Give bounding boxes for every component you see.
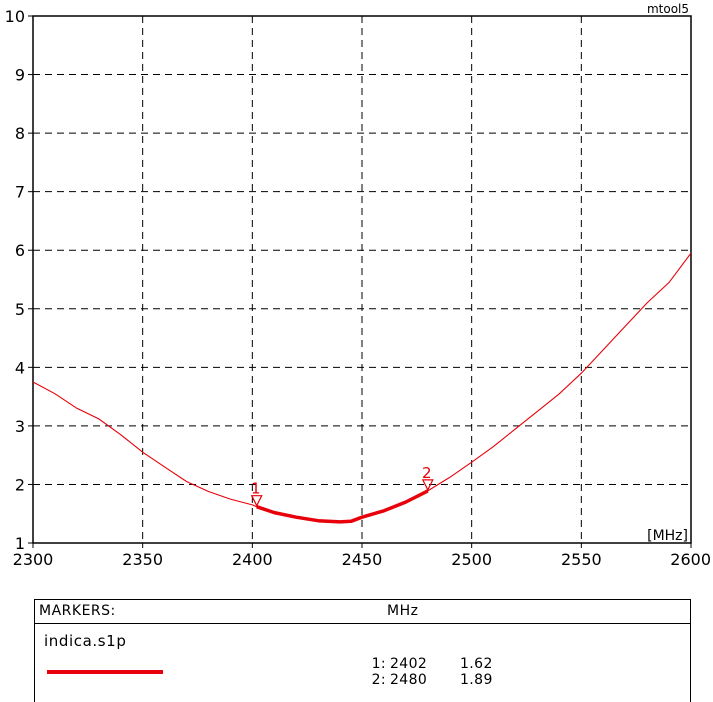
y-tick-label: 3 [15,417,25,436]
y-tick-label: 8 [15,124,25,143]
y-tick-label: 7 [15,183,25,202]
marker-group: 12 [250,464,434,508]
marker-row: 2: 2480 1.89 [363,672,500,688]
grid-lines [33,16,691,543]
x-tick-label: 2300 [13,550,54,569]
trace-legend-line [47,670,163,674]
x-tick-label: 2450 [342,550,383,569]
marker-readout: 1: 2402 1.62 2: 2480 1.89 [363,656,500,688]
markers-title: MARKERS: [39,603,116,619]
series-group [32,252,692,524]
series-highlight [256,489,429,524]
x-tick-labels: 2300 2350 2400 2450 2500 2550 2600 [13,550,711,569]
y-tick-label: 10 [5,7,25,26]
tool-label: mtool5 [647,2,689,16]
x-unit-label: [MHz] [647,528,688,544]
marker-value: 1.89 [460,672,493,688]
y-tick-label: 1 [15,534,25,553]
y-tick-label: 5 [15,300,25,319]
marker-value: 1.62 [460,656,493,672]
y-tick-labels: 1 2 3 4 5 6 7 8 9 10 [5,7,25,553]
marker-label: 1 [251,480,261,498]
markers-unit: MHz [387,603,419,619]
tick-marks [28,15,692,548]
markers-panel: MARKERS: MHz indica.s1p 1: 2402 1.62 2: 248… [34,599,691,702]
marker-triangle [421,479,434,492]
y-tick-label: 2 [15,475,25,494]
trace-file-name: indica.s1p [44,632,127,650]
x-tick-label: 2500 [451,550,492,569]
y-tick-label: 9 [15,66,25,85]
y-tick-label: 6 [15,241,25,260]
marker-id: 1: [371,656,386,672]
marker-frequency: 2402 [390,656,428,672]
markers-header: MARKERS: MHz [35,600,690,624]
marker-triangle [250,495,263,508]
marker-frequency: 2480 [390,672,428,688]
marker-label: 2 [422,464,432,482]
x-tick-label: 2600 [670,550,711,569]
x-tick-label: 2400 [232,550,273,569]
marker-row: 1: 2402 1.62 [363,656,500,672]
x-tick-label: 2350 [122,550,163,569]
y-tick-label: 4 [15,358,25,377]
marker-id: 2: [371,672,386,688]
x-tick-label: 2550 [561,550,602,569]
